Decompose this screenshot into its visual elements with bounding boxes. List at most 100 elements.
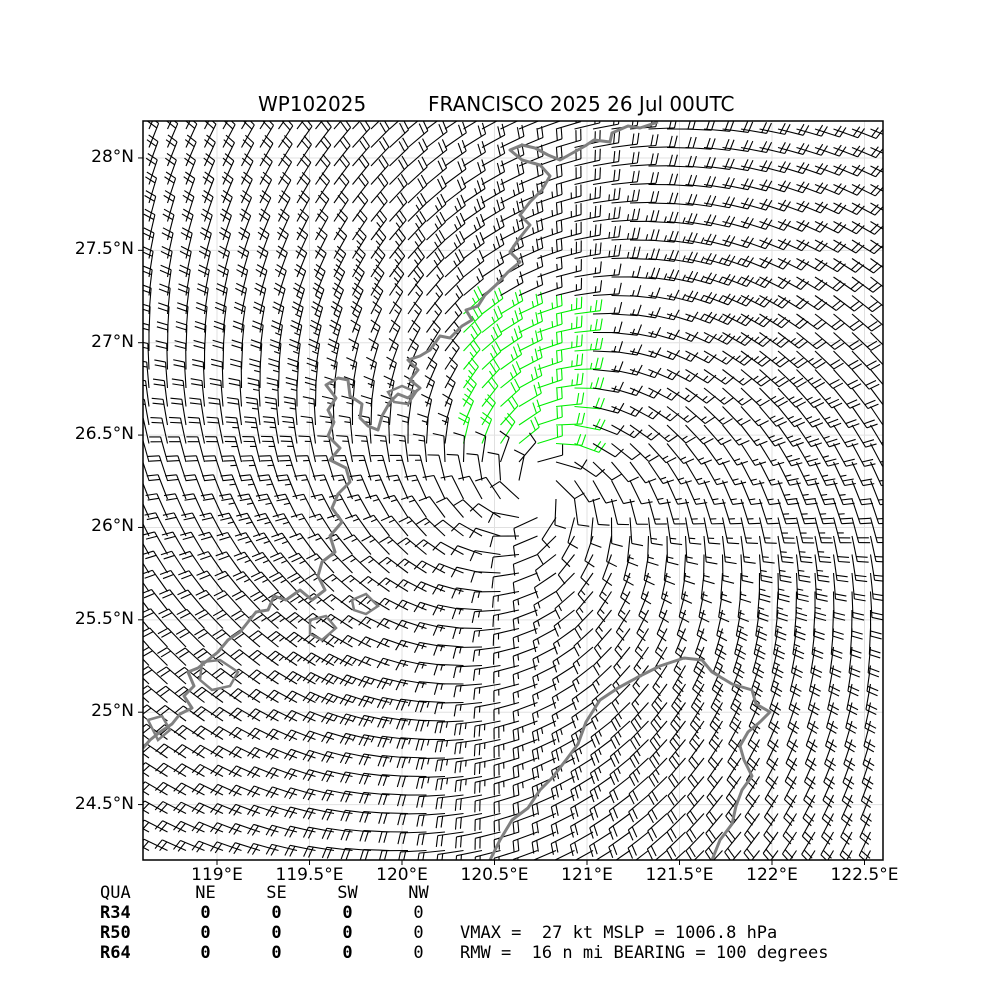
wind-barb <box>531 702 557 726</box>
wind-barb <box>470 571 501 583</box>
wind-barb <box>173 763 205 777</box>
wind-barb <box>417 413 429 444</box>
wind-barb <box>820 831 834 860</box>
wind-barb <box>666 424 696 444</box>
wind-barb <box>592 150 621 167</box>
wind-barb <box>432 563 464 574</box>
wind-barb <box>574 121 601 130</box>
wind-barb <box>785 739 798 771</box>
wind-barb <box>833 295 864 312</box>
wind-barb <box>493 738 520 759</box>
wind-barb <box>362 514 390 537</box>
wind-barb <box>611 151 640 167</box>
wind-barb <box>777 480 800 506</box>
wind-barb <box>471 590 501 604</box>
wind-barb <box>685 137 716 150</box>
wind-barb <box>426 211 446 241</box>
wind-barb <box>795 480 818 506</box>
wind-barb <box>255 493 279 518</box>
wind-barb <box>493 683 520 703</box>
wind-barb <box>687 757 705 788</box>
wind-barb <box>393 434 409 463</box>
wind-barb <box>765 757 779 790</box>
wind-barb <box>323 573 353 592</box>
wind-barb <box>377 577 409 592</box>
wind-barb <box>796 276 828 291</box>
wind-barb <box>473 720 501 738</box>
wind-barb <box>407 229 426 259</box>
wind-barb <box>407 192 427 222</box>
wind-barb <box>178 570 205 592</box>
wind-barb <box>480 412 493 444</box>
wind-barb <box>442 393 453 426</box>
wind-barb <box>426 229 446 259</box>
wind-barb <box>463 213 486 241</box>
wind-barb <box>777 443 803 467</box>
wind-barb <box>839 831 853 860</box>
wind-barb <box>574 397 605 410</box>
wind-barb <box>426 284 444 315</box>
wind-barb <box>215 283 228 315</box>
wind-barb <box>592 498 610 526</box>
wind-barb <box>376 696 409 709</box>
wind-barb <box>851 239 883 255</box>
wind-barb <box>684 535 699 565</box>
wind-barb <box>143 762 168 777</box>
wind-barb <box>241 121 247 130</box>
wind-barb <box>455 849 483 860</box>
wind-barb <box>851 332 881 351</box>
wind-barb <box>195 302 208 333</box>
wind-barb <box>758 535 775 564</box>
wind-barb <box>727 739 742 771</box>
wind-barb <box>265 728 298 741</box>
wind-barb <box>703 196 736 209</box>
wind-barb <box>361 535 390 555</box>
wind-barb <box>234 532 261 555</box>
wind-barb <box>444 248 465 278</box>
wind-barb <box>870 202 883 211</box>
wind-barb <box>143 284 152 315</box>
wind-barb <box>413 560 446 574</box>
wind-barb <box>161 227 174 259</box>
wind-barb <box>248 630 279 648</box>
wind-barb <box>795 554 811 583</box>
wind-barb <box>159 569 187 592</box>
wind-barb <box>628 776 649 805</box>
wind-barb <box>759 387 788 408</box>
wind-barb <box>389 301 402 333</box>
wind-barb <box>654 850 668 860</box>
wind-barb <box>537 349 563 371</box>
island-coastline <box>308 614 338 642</box>
wind-barb <box>804 739 817 771</box>
wind-barb <box>759 276 791 290</box>
wind-barb <box>173 820 205 833</box>
wind-barb <box>773 628 786 660</box>
wind-barb <box>395 579 427 592</box>
wind-barb <box>777 517 796 544</box>
wind-barb <box>537 182 563 204</box>
wind-barb <box>554 591 575 620</box>
wind-barb <box>313 264 326 296</box>
wind-barb <box>407 211 427 241</box>
wind-barb <box>570 739 594 765</box>
wind-barb <box>870 258 883 269</box>
wind-barb <box>842 757 855 790</box>
wind-barb <box>709 702 723 734</box>
wind-barb <box>339 752 372 765</box>
wind-barb <box>452 646 483 659</box>
wind-barb <box>190 378 206 407</box>
wind-barb <box>803 757 816 790</box>
wind-barb <box>814 350 844 370</box>
wind-barb <box>685 350 717 364</box>
wind-barb <box>472 646 501 662</box>
wind-barb <box>537 164 563 186</box>
wind-barb <box>703 313 736 326</box>
wind-barb <box>777 554 792 583</box>
wind-barb <box>703 406 733 425</box>
wind-barb <box>143 677 150 685</box>
wind-barb <box>740 535 756 564</box>
wind-barb <box>703 254 736 267</box>
wind-barb <box>629 387 662 399</box>
wind-barb <box>481 394 496 426</box>
wind-barb <box>608 831 631 858</box>
